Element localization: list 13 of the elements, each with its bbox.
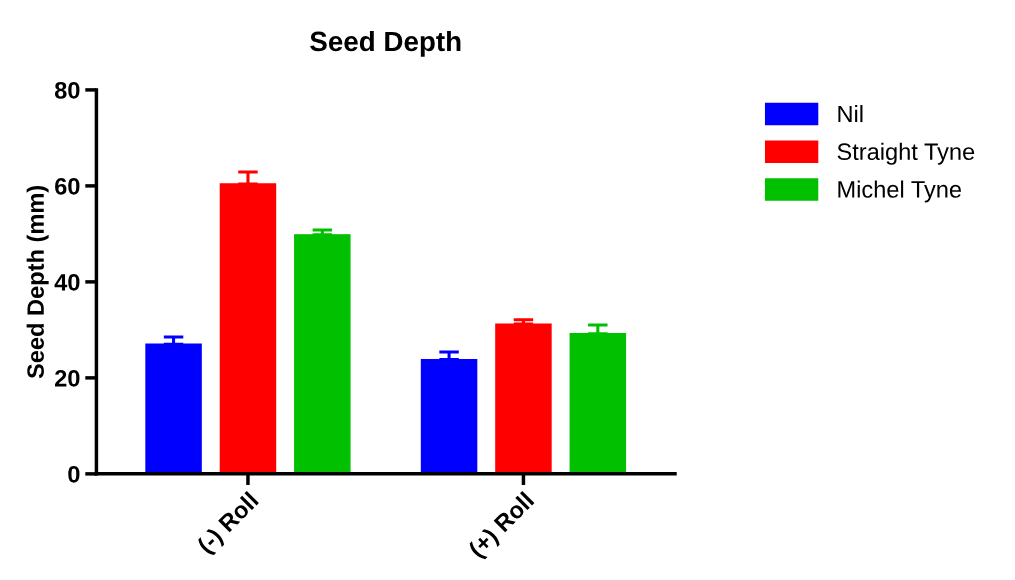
y-tick-label: 40	[54, 273, 80, 291]
y-tick-label: 80	[54, 81, 80, 99]
y-axis-title: Seed Depth (mm)	[26, 185, 49, 379]
y-tick-label: 0	[68, 465, 80, 483]
y-tick-label: 60	[55, 177, 80, 195]
bar	[495, 323, 552, 474]
legend-label: Straight Tyne	[837, 142, 975, 165]
bar	[145, 343, 202, 474]
chart-title: Seed Depth	[310, 30, 461, 57]
legend-label: Nil	[838, 105, 863, 123]
legend-label: Michel Tyne	[838, 180, 961, 203]
bar	[294, 234, 351, 474]
y-tick-label: 20	[55, 369, 80, 387]
